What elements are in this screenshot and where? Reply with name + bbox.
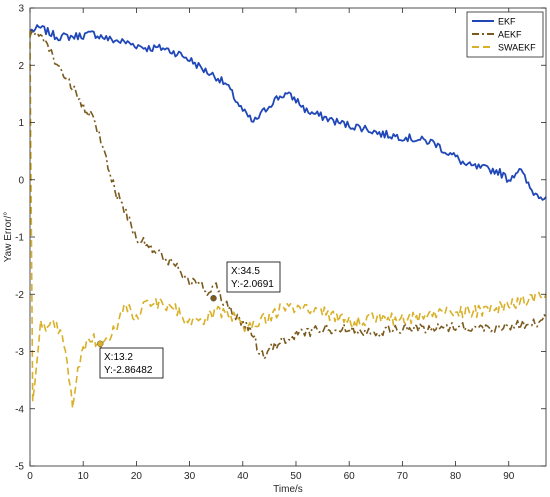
series-layer — [29, 24, 547, 409]
x-tick-label: 90 — [503, 471, 515, 482]
series-line-swaekf — [29, 30, 547, 409]
x-tick-label: 50 — [290, 471, 302, 482]
y-tick-label: -2 — [15, 290, 24, 301]
x-tick-label: 80 — [450, 471, 462, 482]
datatip-x-label: X:34.5 — [231, 266, 260, 277]
x-axis-title: Time/s — [273, 484, 303, 495]
legend: EKF AEKF SWAEKF — [466, 11, 544, 58]
legend-label: SWAEKF — [498, 43, 536, 53]
datatip-x-label: X:13.2 — [104, 352, 133, 363]
x-tick-label: 60 — [344, 471, 356, 482]
legend-label: AEKF — [498, 30, 522, 40]
y-tick-label: -4 — [15, 404, 24, 415]
datatip-box — [99, 347, 164, 379]
y-tick-label: 0 — [18, 175, 24, 186]
datatips: X:34.5 Y:-2.0691 X:13.2 Y:-2.86482 — [96, 261, 281, 379]
x-tick-label: 10 — [78, 471, 90, 482]
datatip-swaekf: X:13.2 Y:-2.86482 — [96, 340, 164, 379]
x-tick-label: 30 — [184, 471, 196, 482]
y-axis-title: Yaw Error/° — [3, 212, 14, 263]
y-tick-label: -3 — [15, 347, 24, 358]
y-tick-label: 3 — [18, 4, 24, 15]
legend-label: EKF — [498, 17, 516, 27]
series-line-aekf — [29, 30, 547, 360]
datatip-y-label: Y:-2.0691 — [231, 279, 274, 290]
y-tick-label: -1 — [15, 233, 24, 244]
ticks: 0 10 20 30 40 50 60 70 80 90 -5 -4 -3 -2 -1 0 1 2 3 — [15, 4, 546, 482]
y-tick-label: 1 — [18, 118, 24, 129]
plot-area — [30, 8, 546, 466]
datatip-y-label: Y:-2.86482 — [104, 365, 153, 376]
y-tick-label: -5 — [15, 462, 24, 473]
datatip-aekf: X:34.5 Y:-2.0691 — [210, 261, 281, 302]
x-tick-label: 0 — [27, 471, 33, 482]
y-tick-label: 2 — [18, 61, 24, 72]
x-tick-label: 40 — [237, 471, 249, 482]
datatip-box — [226, 261, 281, 293]
legend-box — [466, 11, 544, 58]
x-tick-label: 70 — [397, 471, 409, 482]
x-tick-label: 20 — [131, 471, 143, 482]
datatip-marker — [210, 294, 217, 302]
plot-background — [30, 8, 546, 466]
datatip-marker — [96, 340, 104, 348]
series-line-ekf — [29, 24, 547, 201]
